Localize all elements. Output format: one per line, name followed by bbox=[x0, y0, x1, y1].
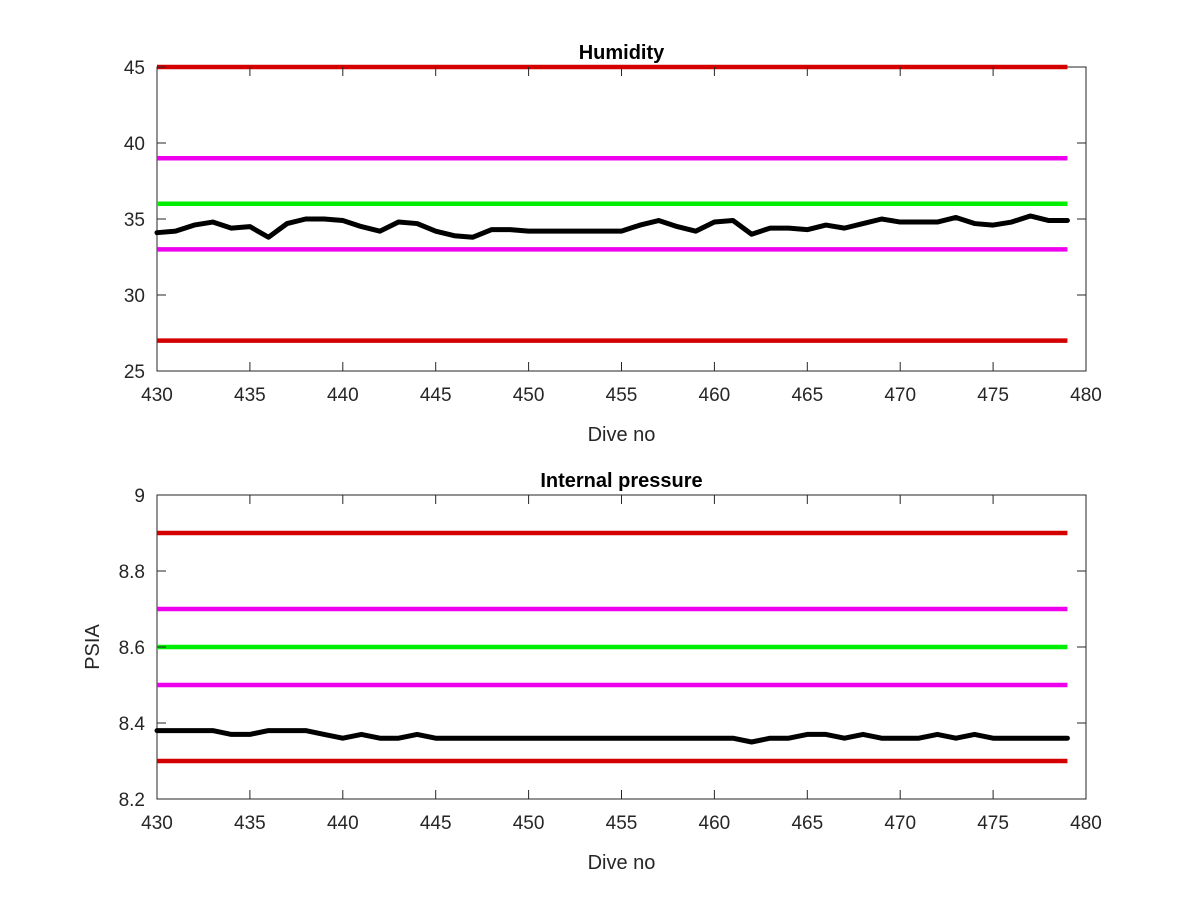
x-tick-label: 435 bbox=[234, 385, 266, 406]
x-tick-label: 455 bbox=[606, 385, 638, 406]
x-tick-label: 440 bbox=[327, 813, 359, 834]
x-tick-label: 435 bbox=[234, 813, 266, 834]
y-tick-label: 8.4 bbox=[119, 714, 146, 735]
data-series-line bbox=[154, 728, 1070, 745]
y-tick-label: 35 bbox=[124, 210, 145, 231]
x-tick-label: 430 bbox=[141, 813, 173, 834]
y-axis-label: PSIA bbox=[82, 624, 104, 670]
x-tick-label: 480 bbox=[1070, 813, 1102, 834]
chart-title: Internal pressure bbox=[540, 470, 702, 492]
chart-title: Humidity bbox=[579, 42, 665, 64]
x-tick-label: 430 bbox=[141, 385, 173, 406]
humidity-chart: 430 435 440 445 450 455 460 465 470 475 480 25 30 35 4… bbox=[124, 42, 1102, 446]
x-axis-label: Dive no bbox=[588, 852, 656, 874]
y-tick-label: 8.8 bbox=[119, 562, 145, 583]
x-tick-label: 470 bbox=[884, 813, 916, 834]
y-tick-label: 8.2 bbox=[119, 790, 145, 811]
x-tick-label: 440 bbox=[327, 385, 359, 406]
x-tick-label: 465 bbox=[791, 813, 823, 834]
x-tick-label: 475 bbox=[977, 385, 1009, 406]
x-axis-label: Dive no bbox=[588, 424, 656, 446]
x-tick-label: 460 bbox=[699, 385, 731, 406]
y-tick-label: 30 bbox=[124, 286, 145, 307]
y-tick-label: 25 bbox=[124, 362, 145, 383]
y-tick-label: 40 bbox=[124, 134, 145, 155]
y-tick-label: 8.6 bbox=[119, 638, 145, 659]
x-tick-label: 445 bbox=[420, 385, 452, 406]
x-tick-label: 470 bbox=[884, 385, 916, 406]
x-tick-label: 465 bbox=[791, 385, 823, 406]
pressure-chart: 430 435 440 445 450 455 460 465 470 475 480 8.2 8.4 8… bbox=[82, 470, 1102, 874]
x-tick-label: 475 bbox=[977, 813, 1009, 834]
x-tick-label: 445 bbox=[420, 813, 452, 834]
x-tick-label: 480 bbox=[1070, 385, 1102, 406]
x-tick-label: 455 bbox=[606, 813, 638, 834]
x-tick-label: 450 bbox=[513, 385, 545, 406]
y-tick-label: 9 bbox=[134, 486, 145, 507]
data-series-line bbox=[154, 213, 1070, 240]
x-tick-label: 460 bbox=[699, 813, 731, 834]
y-tick-label: 45 bbox=[124, 58, 145, 79]
x-tick-label: 450 bbox=[513, 813, 545, 834]
